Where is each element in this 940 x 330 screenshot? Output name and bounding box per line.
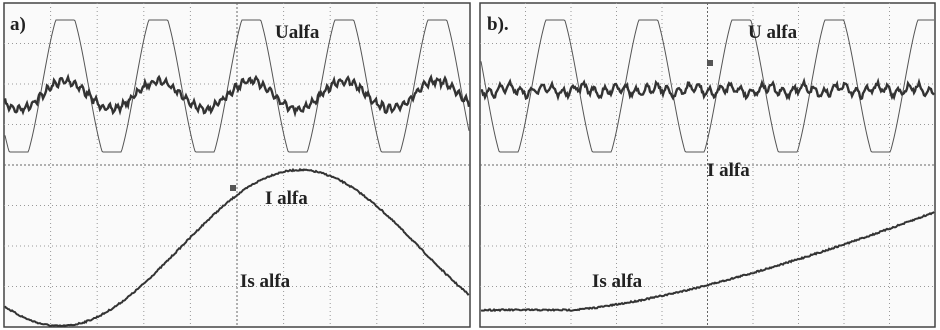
marker [230,185,236,191]
trace-label: U alfa [748,22,798,43]
trace-label: I alfa [707,160,750,181]
trace-label: Is alfa [592,271,643,292]
trace-label: Is alfa [240,271,291,292]
marker [707,60,713,66]
panel-label: a) [10,14,26,35]
panel-label: b). [487,14,509,35]
trace-label: I alfa [265,188,308,209]
trace-label: Ualfa [275,22,320,43]
oscilloscope-screens: a) Ualfa I alfa Is alfa b). U alfa I alf… [0,0,940,330]
